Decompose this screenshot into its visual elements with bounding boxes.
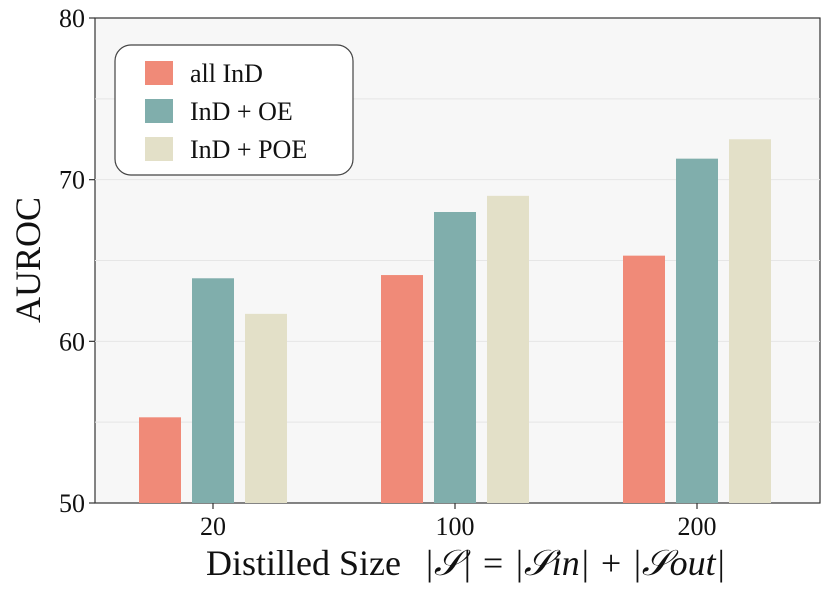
legend-box [114,44,354,176]
bar [139,417,181,503]
legend-swatch [145,61,173,85]
x-tick-label: 200 [678,512,717,541]
bar [729,139,771,503]
y-tick-label: 70 [59,166,85,195]
x-axis-label-formula: |𝒮| = |𝒮in| + |𝒮out| [424,543,726,583]
y-tick-label: 50 [59,489,85,518]
y-tick-label: 80 [59,4,85,33]
legend-label: InD + POE [190,135,307,164]
x-tick-label: 100 [436,512,475,541]
legend-label: InD + OE [190,97,293,126]
bar [676,158,718,503]
y-axis-label: AUROC [8,197,48,323]
bar [434,212,476,503]
bar [623,255,665,503]
x-ticks: 20 100 200 [200,503,717,541]
legend: all InD InD + OE InD + POE [114,44,354,176]
y-ticks: 50 60 70 80 [59,4,95,518]
legend-swatch [145,99,173,123]
bar [192,278,234,503]
legend-swatch [145,137,173,161]
bar [245,313,287,503]
bar [487,195,529,504]
x-tick-label: 20 [200,512,226,541]
x-axis-label: Distilled Size |𝒮| = |𝒮in| + |𝒮out| [206,543,726,583]
x-axis-label-prefix: Distilled Size [206,543,401,583]
bar [381,275,423,503]
bars-group [139,139,771,504]
legend-label: all InD [190,59,263,88]
y-tick-label: 60 [59,327,85,356]
